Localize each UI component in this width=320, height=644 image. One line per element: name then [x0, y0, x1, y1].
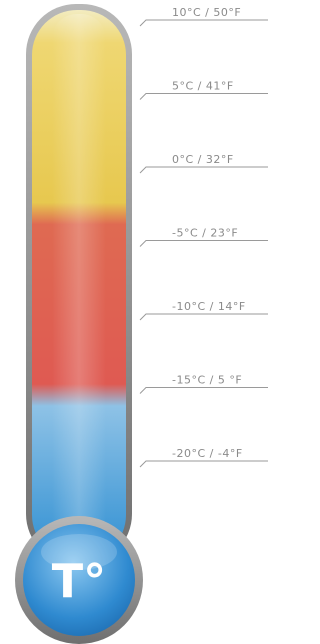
thermometer: T° 10°C / 50°F 5°C / 41°F 0°C / 32°F -5°C /…	[0, 0, 282, 644]
tick-line	[140, 20, 268, 26]
tick-line	[140, 314, 268, 320]
tick-line	[140, 94, 268, 100]
page: {"scale": {"labels": ["10°C / 50°F", "5°…	[0, 0, 282, 644]
scale-label: -10°C / 14°F	[172, 300, 246, 313]
tick-line	[140, 241, 268, 247]
scale-label: -5°C / 23°F	[172, 227, 238, 240]
scale-label: -20°C / -4°F	[172, 447, 243, 460]
scale-label: 5°C / 41°F	[172, 80, 234, 93]
tick-line	[140, 461, 268, 467]
bulb-label: T°	[52, 554, 106, 608]
tick-line	[140, 167, 268, 173]
scale-label: 10°C / 50°F	[172, 6, 241, 19]
scale-label: 0°C / 32°F	[172, 153, 234, 166]
tube-shine	[52, 14, 106, 554]
tick-line	[140, 388, 268, 394]
scale-label: -15°C / 5 °F	[172, 374, 242, 387]
